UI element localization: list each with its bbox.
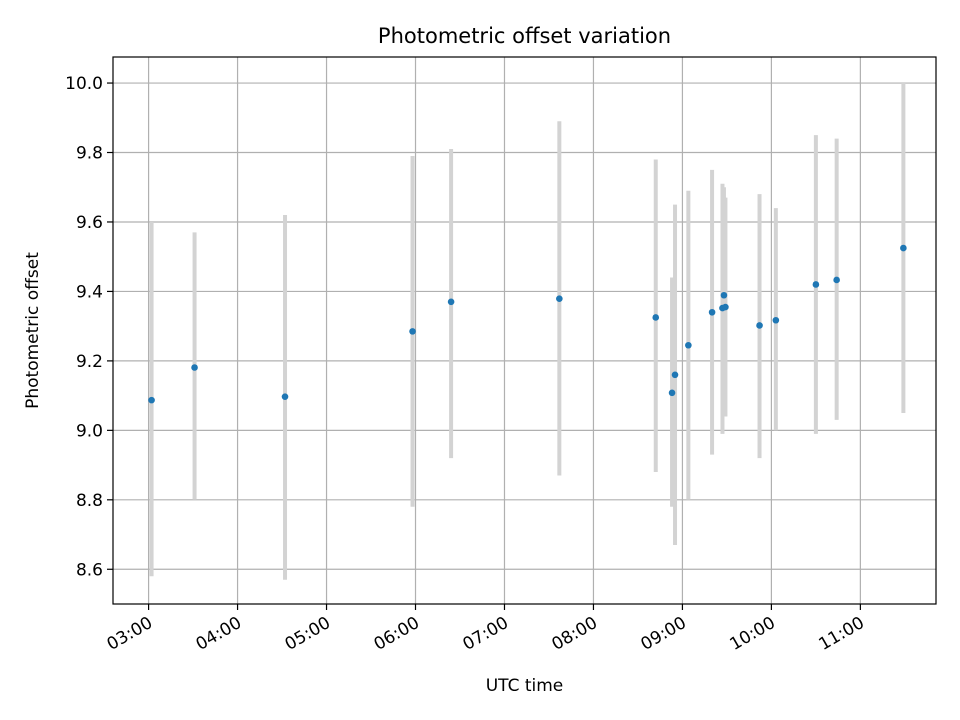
data-point [720, 291, 728, 299]
x-axis-label: UTC time [486, 676, 564, 696]
data-point [685, 341, 692, 349]
data-point [671, 371, 679, 379]
grid [113, 57, 936, 604]
y-tick-label: 9.2 [76, 352, 103, 372]
data-point [148, 396, 155, 404]
y-axis-label: Photometric offset [23, 252, 43, 409]
data-point [447, 298, 455, 306]
y-tick-label: 9.4 [76, 282, 103, 302]
data-point [668, 389, 676, 397]
plot-frame [112, 56, 937, 605]
y-tick-label: 9.0 [76, 421, 103, 441]
y-tick-label: 9.6 [76, 213, 103, 233]
y-axis: 8.6 8.8 9.0 9.2 9.4 9.6 9.8 10.0 [65, 74, 113, 580]
chart-title: Photometric offset variation [378, 24, 671, 48]
data-point [556, 295, 563, 303]
data-point [900, 244, 907, 252]
data-point [652, 314, 660, 321]
data-point [708, 308, 716, 316]
data-point [756, 322, 763, 329]
data-point [409, 328, 416, 335]
data-point [772, 316, 780, 324]
y-tick-label: 8.6 [76, 560, 103, 580]
plot-area [113, 57, 936, 604]
y-tick-label: 9.8 [76, 144, 103, 164]
data-point [722, 303, 729, 311]
data-point [833, 276, 840, 284]
y-tick-label: 8.8 [76, 491, 103, 511]
data-point [812, 281, 820, 288]
data-point [281, 393, 289, 400]
y-tick-label: 10.0 [65, 74, 103, 94]
data-points [148, 244, 907, 404]
data-point [191, 364, 198, 371]
